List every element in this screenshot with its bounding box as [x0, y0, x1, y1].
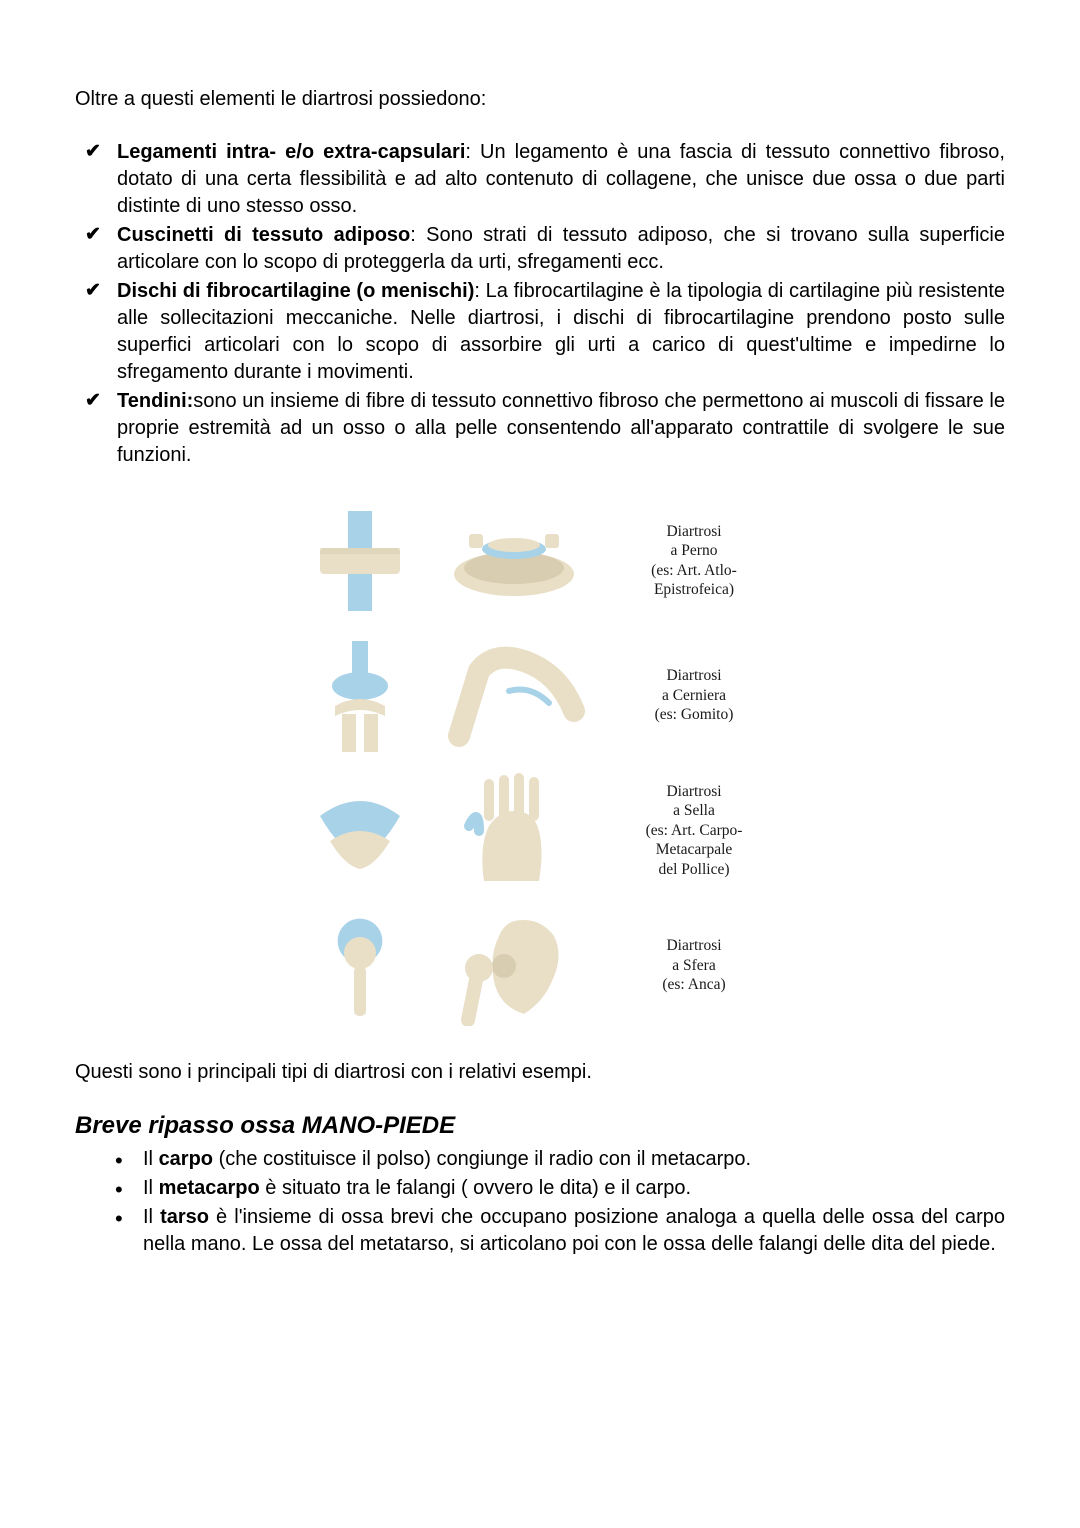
item-pre: Il: [143, 1148, 159, 1170]
item-bold: tarso: [160, 1206, 209, 1228]
item-pre: Il: [143, 1206, 160, 1228]
section-heading: Breve ripasso ossa MANO-PIEDE: [75, 1112, 1005, 1140]
diagram-label: Diartrosi a Sella (es: Art. Carpo- Metac…: [608, 782, 780, 879]
label-line: a Perno: [671, 542, 718, 559]
item-text: (che costituisce il polso) congiunge il …: [213, 1148, 751, 1170]
item-pre: Il: [143, 1177, 159, 1199]
label-line: Diartrosi: [666, 937, 721, 954]
diagram-row-sfera: Diartrosi a Sfera (es: Anca): [300, 898, 780, 1033]
label-line: Diartrosi: [666, 667, 721, 684]
list-item: Il tarso è l'insieme di ossa brevi che o…: [143, 1204, 1005, 1258]
dot-list: Il carpo (che costituisce il polso) cong…: [75, 1146, 1005, 1258]
sella-schematic-icon: [300, 781, 420, 881]
diagram-label: Diartrosi a Perno (es: Art. Atlo- Epistr…: [608, 522, 780, 600]
label-line: (es: Gomito): [655, 706, 734, 723]
item-bold: carpo: [159, 1148, 213, 1170]
diagram-row-cerniera: Diartrosi a Cerniera (es: Gomito): [300, 628, 780, 763]
list-item: Legamenti intra- e/o extra-capsulari: Un…: [117, 139, 1005, 220]
diagram-caption: Questi sono i principali tipi di diartro…: [75, 1061, 1005, 1084]
perno-anatomy-icon: [434, 516, 594, 606]
item-text: è l'insieme di ossa brevi che occupano p…: [143, 1206, 1005, 1255]
label-line: Metacarpale: [656, 841, 733, 858]
label-line: Diartrosi: [666, 783, 721, 800]
label-line: a Sfera: [672, 957, 715, 974]
diagram-row-sella: Diartrosi a Sella (es: Art. Carpo- Metac…: [300, 763, 780, 898]
item-text: è situato tra le falangi ( ovvero le dit…: [260, 1177, 691, 1199]
sfera-schematic-icon: [300, 911, 420, 1021]
diagram-label: Diartrosi a Cerniera (es: Gomito): [608, 666, 780, 724]
cerniera-schematic-icon: [300, 636, 420, 756]
perno-schematic-icon: [300, 506, 420, 616]
label-line: a Cerniera: [662, 687, 726, 704]
joint-types-diagram: Diartrosi a Perno (es: Art. Atlo- Epistr…: [300, 493, 780, 1033]
label-line: (es: Art. Carpo-: [646, 822, 743, 839]
cerniera-anatomy-icon: [434, 641, 594, 751]
label-line: (es: Anca): [662, 976, 725, 993]
item-bold: metacarpo: [159, 1177, 260, 1199]
sfera-anatomy-icon: [434, 906, 594, 1026]
item-text: sono un insieme di fibre di tessuto conn…: [117, 390, 1005, 466]
item-bold: Dischi di fibrocartilagine (o menischi): [117, 280, 474, 302]
list-item: Dischi di fibrocartilagine (o menischi):…: [117, 278, 1005, 386]
item-bold: Tendini:: [117, 390, 193, 412]
label-line: del Pollice): [658, 861, 729, 878]
label-line: Diartrosi: [666, 523, 721, 540]
list-item: Il metacarpo è situato tra le falangi ( …: [143, 1175, 1005, 1202]
list-item: Il carpo (che costituisce il polso) cong…: [143, 1146, 1005, 1173]
item-bold: Legamenti intra- e/o extra-capsulari: [117, 141, 465, 163]
label-line: a Sella: [673, 802, 715, 819]
label-line: Epistrofeica): [654, 581, 734, 598]
item-bold: Cuscinetti di tessuto adiposo: [117, 224, 410, 246]
label-line: (es: Art. Atlo-: [651, 562, 737, 579]
intro-paragraph: Oltre a questi elementi le diartrosi pos…: [75, 88, 1005, 111]
check-list: Legamenti intra- e/o extra-capsulari: Un…: [75, 139, 1005, 469]
list-item: Cuscinetti di tessuto adiposo: Sono stra…: [117, 222, 1005, 276]
diagram-label: Diartrosi a Sfera (es: Anca): [608, 936, 780, 994]
diagram-row-perno: Diartrosi a Perno (es: Art. Atlo- Epistr…: [300, 493, 780, 628]
list-item: Tendini:sono un insieme di fibre di tess…: [117, 388, 1005, 469]
sella-anatomy-icon: [434, 771, 594, 891]
